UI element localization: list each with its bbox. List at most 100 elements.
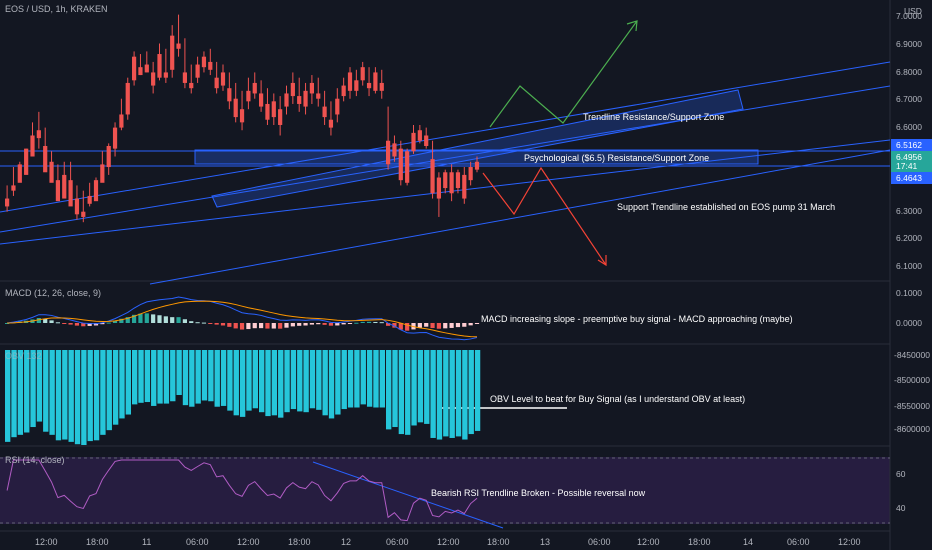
time-axis[interactable]: 12:00 18:00 11 06:00 12:00 18:00 12 06:0… xyxy=(35,537,861,547)
macd-bar xyxy=(271,323,276,329)
macd-bar xyxy=(309,323,314,325)
obv-bar xyxy=(170,350,176,402)
obv-bar xyxy=(354,350,360,408)
macd-bar xyxy=(246,323,251,330)
candle-body xyxy=(436,177,441,199)
annotation-rsi[interactable]: Bearish RSI Trendline Broken - Possible … xyxy=(431,488,646,498)
candle-body xyxy=(30,135,35,157)
obv-bar xyxy=(398,350,405,435)
obv-bar xyxy=(195,350,201,404)
candle-body xyxy=(462,174,467,199)
bearish-path-arrow[interactable] xyxy=(482,166,607,266)
macd-bar xyxy=(157,315,162,323)
obv-bar xyxy=(347,350,354,408)
rsi-trendline[interactable] xyxy=(312,461,504,529)
macd-bar xyxy=(132,314,137,323)
macd-bar xyxy=(93,323,99,326)
candle-body xyxy=(360,67,365,81)
obv-tick: -8450000 xyxy=(894,350,930,360)
obv-bar xyxy=(227,350,233,411)
last-price-badge-bg xyxy=(891,151,932,172)
candle-body xyxy=(17,164,22,183)
candle-body xyxy=(93,180,99,202)
candle-body xyxy=(151,72,156,86)
obv-bar xyxy=(246,350,252,411)
obv-bar xyxy=(43,350,49,432)
channel-upper-line[interactable] xyxy=(0,61,891,213)
obv-bar xyxy=(214,350,220,407)
macd-bar xyxy=(87,323,92,326)
candle-body xyxy=(284,93,289,107)
macd-bar xyxy=(316,323,321,325)
annotation-macd[interactable]: MACD increasing slope - preemptive buy s… xyxy=(481,314,793,324)
macd-bar xyxy=(62,323,67,324)
macd-bar xyxy=(100,323,105,325)
macd-bar xyxy=(290,323,295,327)
macd-bar xyxy=(259,323,264,329)
candle-body xyxy=(259,93,264,107)
obv-bar xyxy=(411,350,417,426)
macd-bar xyxy=(398,323,403,330)
candle-body xyxy=(24,148,29,175)
annotation-obv[interactable]: OBV Level to beat for Buy Signal (as I u… xyxy=(490,394,745,404)
obv-bar xyxy=(278,350,284,418)
support-trendline-extension[interactable] xyxy=(149,149,891,285)
time-label: 18:00 xyxy=(86,537,109,547)
obv-bar xyxy=(17,350,24,435)
macd-bar xyxy=(417,323,422,328)
macd-bar xyxy=(379,322,384,324)
obv-bar xyxy=(62,350,68,440)
annotation-support-trendline[interactable]: Support Trendline established on EOS pum… xyxy=(617,202,835,212)
rsi-tick: 40 xyxy=(896,503,906,513)
obv-bar xyxy=(68,350,74,442)
candle-body xyxy=(398,148,403,181)
macd-bar xyxy=(5,323,10,324)
symbol-title[interactable]: EOS / USD, 1h, KRAKEN xyxy=(5,4,108,14)
macd-bar xyxy=(322,323,327,325)
trendline-zone-rect[interactable] xyxy=(211,89,744,208)
candle-body xyxy=(278,109,283,125)
bullish-path-arrow[interactable] xyxy=(489,20,638,128)
candle-body xyxy=(176,43,181,49)
candle-body xyxy=(81,211,86,217)
obv-bar xyxy=(132,350,138,405)
rsi-label[interactable]: RSI (14, close) xyxy=(5,455,65,465)
candle-body xyxy=(297,96,302,104)
candle-body xyxy=(170,35,175,70)
annotation-trendline-zone[interactable]: Trendline Resistance/Support Zone xyxy=(583,112,724,122)
price-tick: 6.8000 xyxy=(896,67,922,77)
candle-body xyxy=(100,164,105,183)
macd-bar xyxy=(328,323,334,326)
obv-bar xyxy=(449,350,455,438)
macd-bar xyxy=(443,323,448,329)
obv-bar xyxy=(430,350,436,438)
obv-bar xyxy=(252,350,258,409)
channel-lower-line[interactable] xyxy=(0,85,891,233)
candle-body xyxy=(373,72,378,91)
price-tick: 6.3000 xyxy=(896,206,922,216)
annotation-psych-zone[interactable]: Psychological ($6.5) Resistance/Support … xyxy=(524,153,709,163)
candle-body xyxy=(138,67,143,76)
price-axis[interactable]: USD 7.0000 6.9000 6.8000 6.7000 6.6000 6… xyxy=(891,6,932,513)
obv-bar xyxy=(455,350,462,437)
macd-bar xyxy=(151,314,156,323)
obv-label[interactable]: OBV 132 xyxy=(5,351,42,361)
candle-body xyxy=(195,64,200,78)
price-tick: 6.1000 xyxy=(896,261,922,271)
obv-bar xyxy=(157,350,163,404)
macd-label[interactable]: MACD (12, 26, close, 9) xyxy=(5,288,101,298)
candle-body xyxy=(43,146,48,173)
time-label: 12:00 xyxy=(437,537,460,547)
obv-bar xyxy=(30,350,36,428)
obv-bar xyxy=(138,350,144,403)
candle-body xyxy=(271,101,276,118)
macd-bar xyxy=(392,323,397,328)
drawings[interactable] xyxy=(0,20,891,529)
currency-label: USD xyxy=(904,6,922,16)
obv-bar xyxy=(74,350,81,445)
obv-bar xyxy=(322,350,328,416)
obv-bar xyxy=(259,350,265,413)
macd-bar xyxy=(201,322,207,324)
candle-body xyxy=(392,143,397,157)
